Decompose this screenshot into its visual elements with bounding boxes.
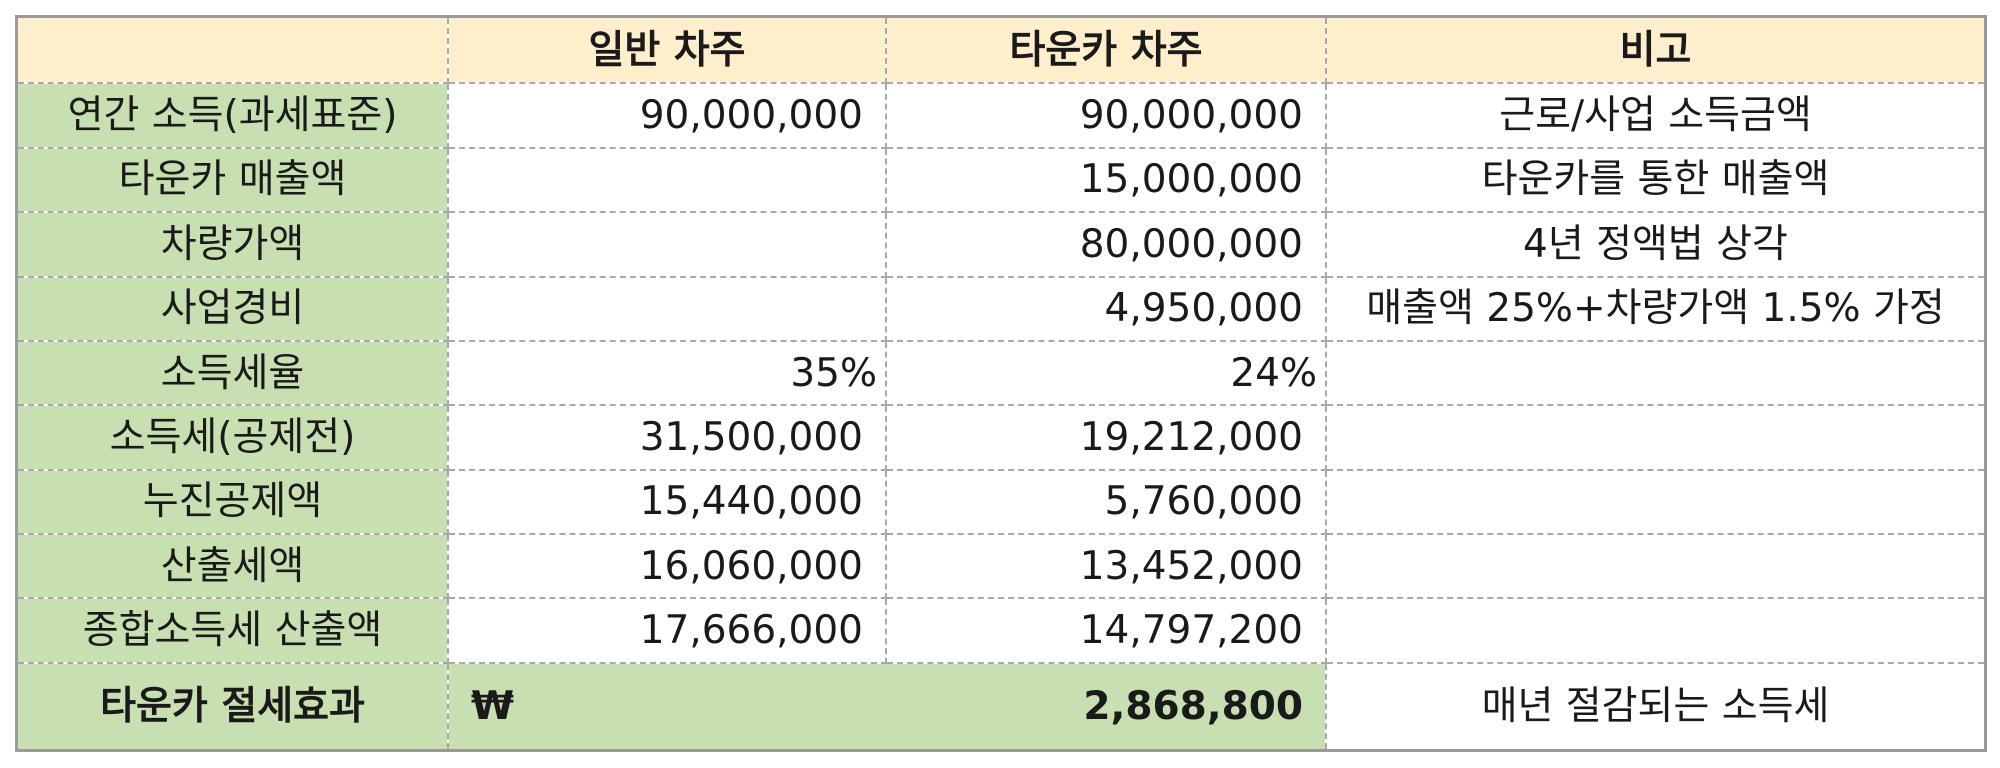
cell-note[interactable]: 4년 정액법 상각 [1325, 211, 1984, 278]
cell-towncar-value[interactable]: 19,212,000 [885, 404, 1327, 471]
cell-note[interactable] [1325, 339, 1984, 407]
cell-note[interactable]: 매년 절감되는 소득세 [1325, 661, 1984, 749]
cell-note[interactable] [1325, 533, 1984, 600]
cell-general-value[interactable]: 17,666,000 [447, 597, 887, 664]
cell-general-value[interactable]: 90,000,000 [447, 82, 887, 149]
table-row: 누진공제액 15,440,000 5,760,000 [18, 468, 1984, 536]
row-label-tax-saving-effect[interactable]: 타운카 절세효과 [18, 661, 449, 749]
cell-general-value[interactable]: 15,440,000 [447, 468, 887, 536]
cell-note[interactable] [1325, 468, 1984, 536]
row-label-income-tax-rate[interactable]: 소득세율 [18, 339, 449, 407]
cell-general-value[interactable] [447, 146, 887, 214]
cell-towncar-value[interactable]: 80,000,000 [885, 211, 1327, 278]
header-cell-note[interactable]: 비고 [1325, 18, 1984, 85]
header-cell-general-owner[interactable]: 일반 차주 [447, 18, 887, 85]
cell-general-value[interactable]: 35% [447, 339, 887, 407]
tax-saving-result-cell[interactable]: ₩ 2,868,800 [447, 661, 1327, 749]
header-row: 일반 차주 타운카 차주 비고 [18, 18, 1984, 85]
table-row: 타운카 매출액 15,000,000 타운카를 통한 매출액 [18, 146, 1984, 214]
header-cell-corner[interactable] [18, 18, 449, 85]
table-row: 산출세액 16,060,000 13,452,000 [18, 533, 1984, 600]
row-label-progressive-deduction[interactable]: 누진공제액 [18, 468, 449, 536]
header-cell-towncar-owner[interactable]: 타운카 차주 [885, 18, 1327, 85]
cell-towncar-value[interactable]: 14,797,200 [885, 597, 1327, 664]
table-row: 사업경비 4,950,000 매출액 25%+차량가액 1.5% 가정 [18, 275, 1984, 342]
row-label-global-income-tax[interactable]: 종합소득세 산출액 [18, 597, 449, 664]
table-row: 차량가액 80,000,000 4년 정액법 상각 [18, 211, 1984, 278]
row-label-income-tax-before-deduction[interactable]: 소득세(공제전) [18, 404, 449, 471]
cell-towncar-value[interactable]: 5,760,000 [885, 468, 1327, 536]
cell-towncar-value[interactable]: 90,000,000 [885, 82, 1327, 149]
tax-comparison-table: 일반 차주 타운카 차주 비고 연간 소득(과세표준) 90,000,000 9… [18, 18, 1984, 749]
row-label-towncar-sales[interactable]: 타운카 매출액 [18, 146, 449, 214]
cell-general-value[interactable]: 16,060,000 [447, 533, 887, 600]
cell-towncar-value[interactable]: 24% [885, 339, 1327, 407]
cell-towncar-value[interactable]: 4,950,000 [885, 275, 1327, 342]
row-label-vehicle-value[interactable]: 차량가액 [18, 211, 449, 278]
cell-note[interactable]: 근로/사업 소득금액 [1325, 82, 1984, 149]
cell-note[interactable]: 매출액 25%+차량가액 1.5% 가정 [1325, 275, 1984, 342]
row-label-calculated-tax[interactable]: 산출세액 [18, 533, 449, 600]
cell-general-value[interactable]: 31,500,000 [447, 404, 887, 471]
table-row: 종합소득세 산출액 17,666,000 14,797,200 [18, 597, 1984, 664]
cell-note[interactable] [1325, 597, 1984, 664]
row-label-business-expense[interactable]: 사업경비 [18, 275, 449, 342]
table-row: 소득세율 35% 24% [18, 339, 1984, 407]
table-row: 소득세(공제전) 31,500,000 19,212,000 [18, 404, 1984, 471]
spreadsheet-table: 일반 차주 타운카 차주 비고 연간 소득(과세표준) 90,000,000 9… [15, 15, 1987, 752]
table-row: 연간 소득(과세표준) 90,000,000 90,000,000 근로/사업 … [18, 82, 1984, 149]
row-label-annual-income[interactable]: 연간 소득(과세표준) [18, 82, 449, 149]
cell-general-value[interactable] [447, 275, 887, 342]
total-row: 타운카 절세효과 ₩ 2,868,800 매년 절감되는 소득세 [18, 661, 1984, 749]
cell-general-value[interactable] [447, 211, 887, 278]
cell-note[interactable] [1325, 404, 1984, 471]
cell-note[interactable]: 타운카를 통한 매출액 [1325, 146, 1984, 214]
tax-saving-amount: 2,868,800 [1083, 683, 1303, 729]
cell-towncar-value[interactable]: 13,452,000 [885, 533, 1327, 600]
currency-symbol: ₩ [471, 683, 515, 729]
cell-towncar-value[interactable]: 15,000,000 [885, 146, 1327, 214]
